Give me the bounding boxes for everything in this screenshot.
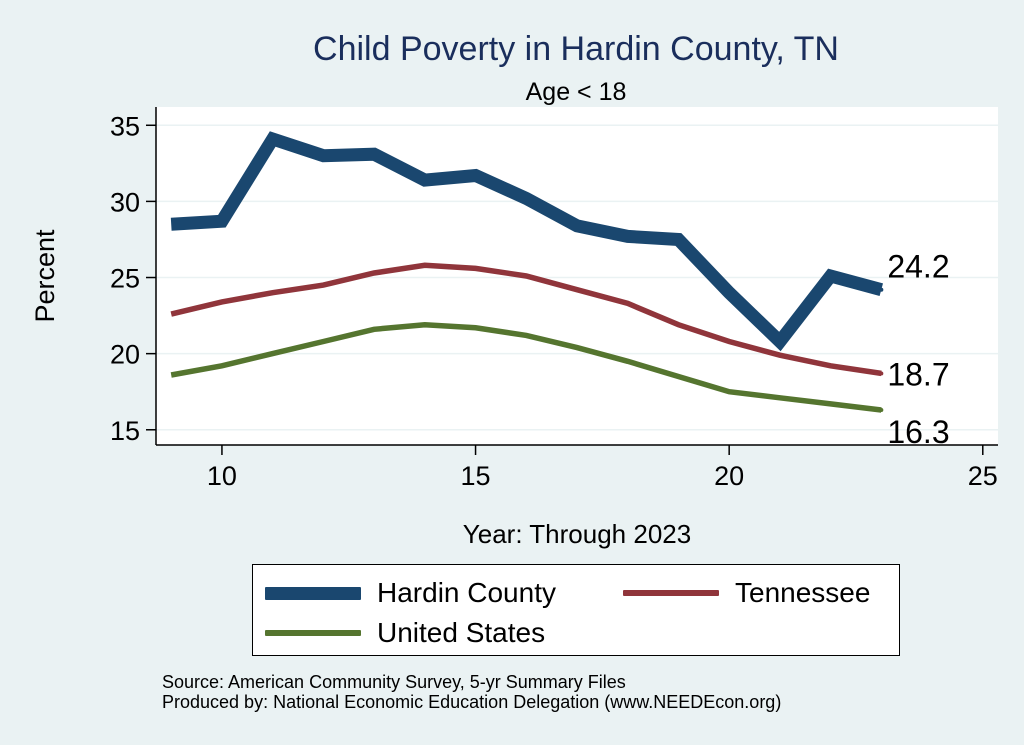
legend-item-tennessee: Tennessee <box>623 577 870 609</box>
legend-label-united-states: United States <box>377 617 546 648</box>
legend: Hardin County Tennessee United States <box>252 564 900 656</box>
legend-label-tennessee: Tennessee <box>735 577 871 608</box>
y-tick-label-20: 20 <box>110 340 140 370</box>
legend-label-hardin-county: Hardin County <box>377 577 556 608</box>
series-line-united-states <box>170 321 882 413</box>
x-axis-ticks: 10 15 20 25 <box>207 445 998 491</box>
y-axis-ticks: 15 20 25 30 35 <box>110 111 156 446</box>
series-end-point-tennessee <box>879 371 884 376</box>
chart-title: Child Poverty in Hardin County, TN <box>313 30 839 68</box>
source-line: Source: American Community Survey, 5-yr … <box>162 672 626 692</box>
end-label-hardin-county: 24.2 <box>887 249 949 285</box>
x-axis-label: Year: Through 2023 <box>463 519 691 549</box>
y-tick-label-25: 25 <box>110 264 140 294</box>
producer-line: Produced by: National Economic Education… <box>162 692 782 712</box>
y-axis-label: Percent <box>30 229 60 323</box>
series-end-point-hardin-county <box>879 287 884 292</box>
legend-swatch-hardin-county <box>265 586 361 600</box>
x-tick-label-20: 20 <box>714 461 744 491</box>
legend-swatch-tennessee <box>623 590 719 596</box>
chart-subtitle: Age < 18 <box>526 78 627 106</box>
legend-item-hardin-county: Hardin County <box>265 577 556 609</box>
x-tick-label-25: 25 <box>968 461 998 491</box>
end-label-tennessee: 18.7 <box>887 356 949 392</box>
x-tick-label-15: 15 <box>461 461 491 491</box>
series-layer <box>170 131 884 413</box>
end-label-united-states: 16.3 <box>887 414 949 450</box>
x-tick-label-10: 10 <box>207 461 237 491</box>
legend-swatch-united-states <box>265 630 361 636</box>
series-end-point-united-states <box>879 407 884 412</box>
y-tick-label-35: 35 <box>110 111 140 141</box>
legend-item-united-states: United States <box>265 617 545 649</box>
end-labels: 16.3 18.7 24.2 <box>887 249 949 450</box>
y-tick-label-30: 30 <box>110 187 140 217</box>
series-line-tennessee <box>170 262 882 377</box>
series-line-hardin-county <box>170 131 883 352</box>
y-tick-label-15: 15 <box>110 416 140 446</box>
plot-area <box>156 107 998 445</box>
